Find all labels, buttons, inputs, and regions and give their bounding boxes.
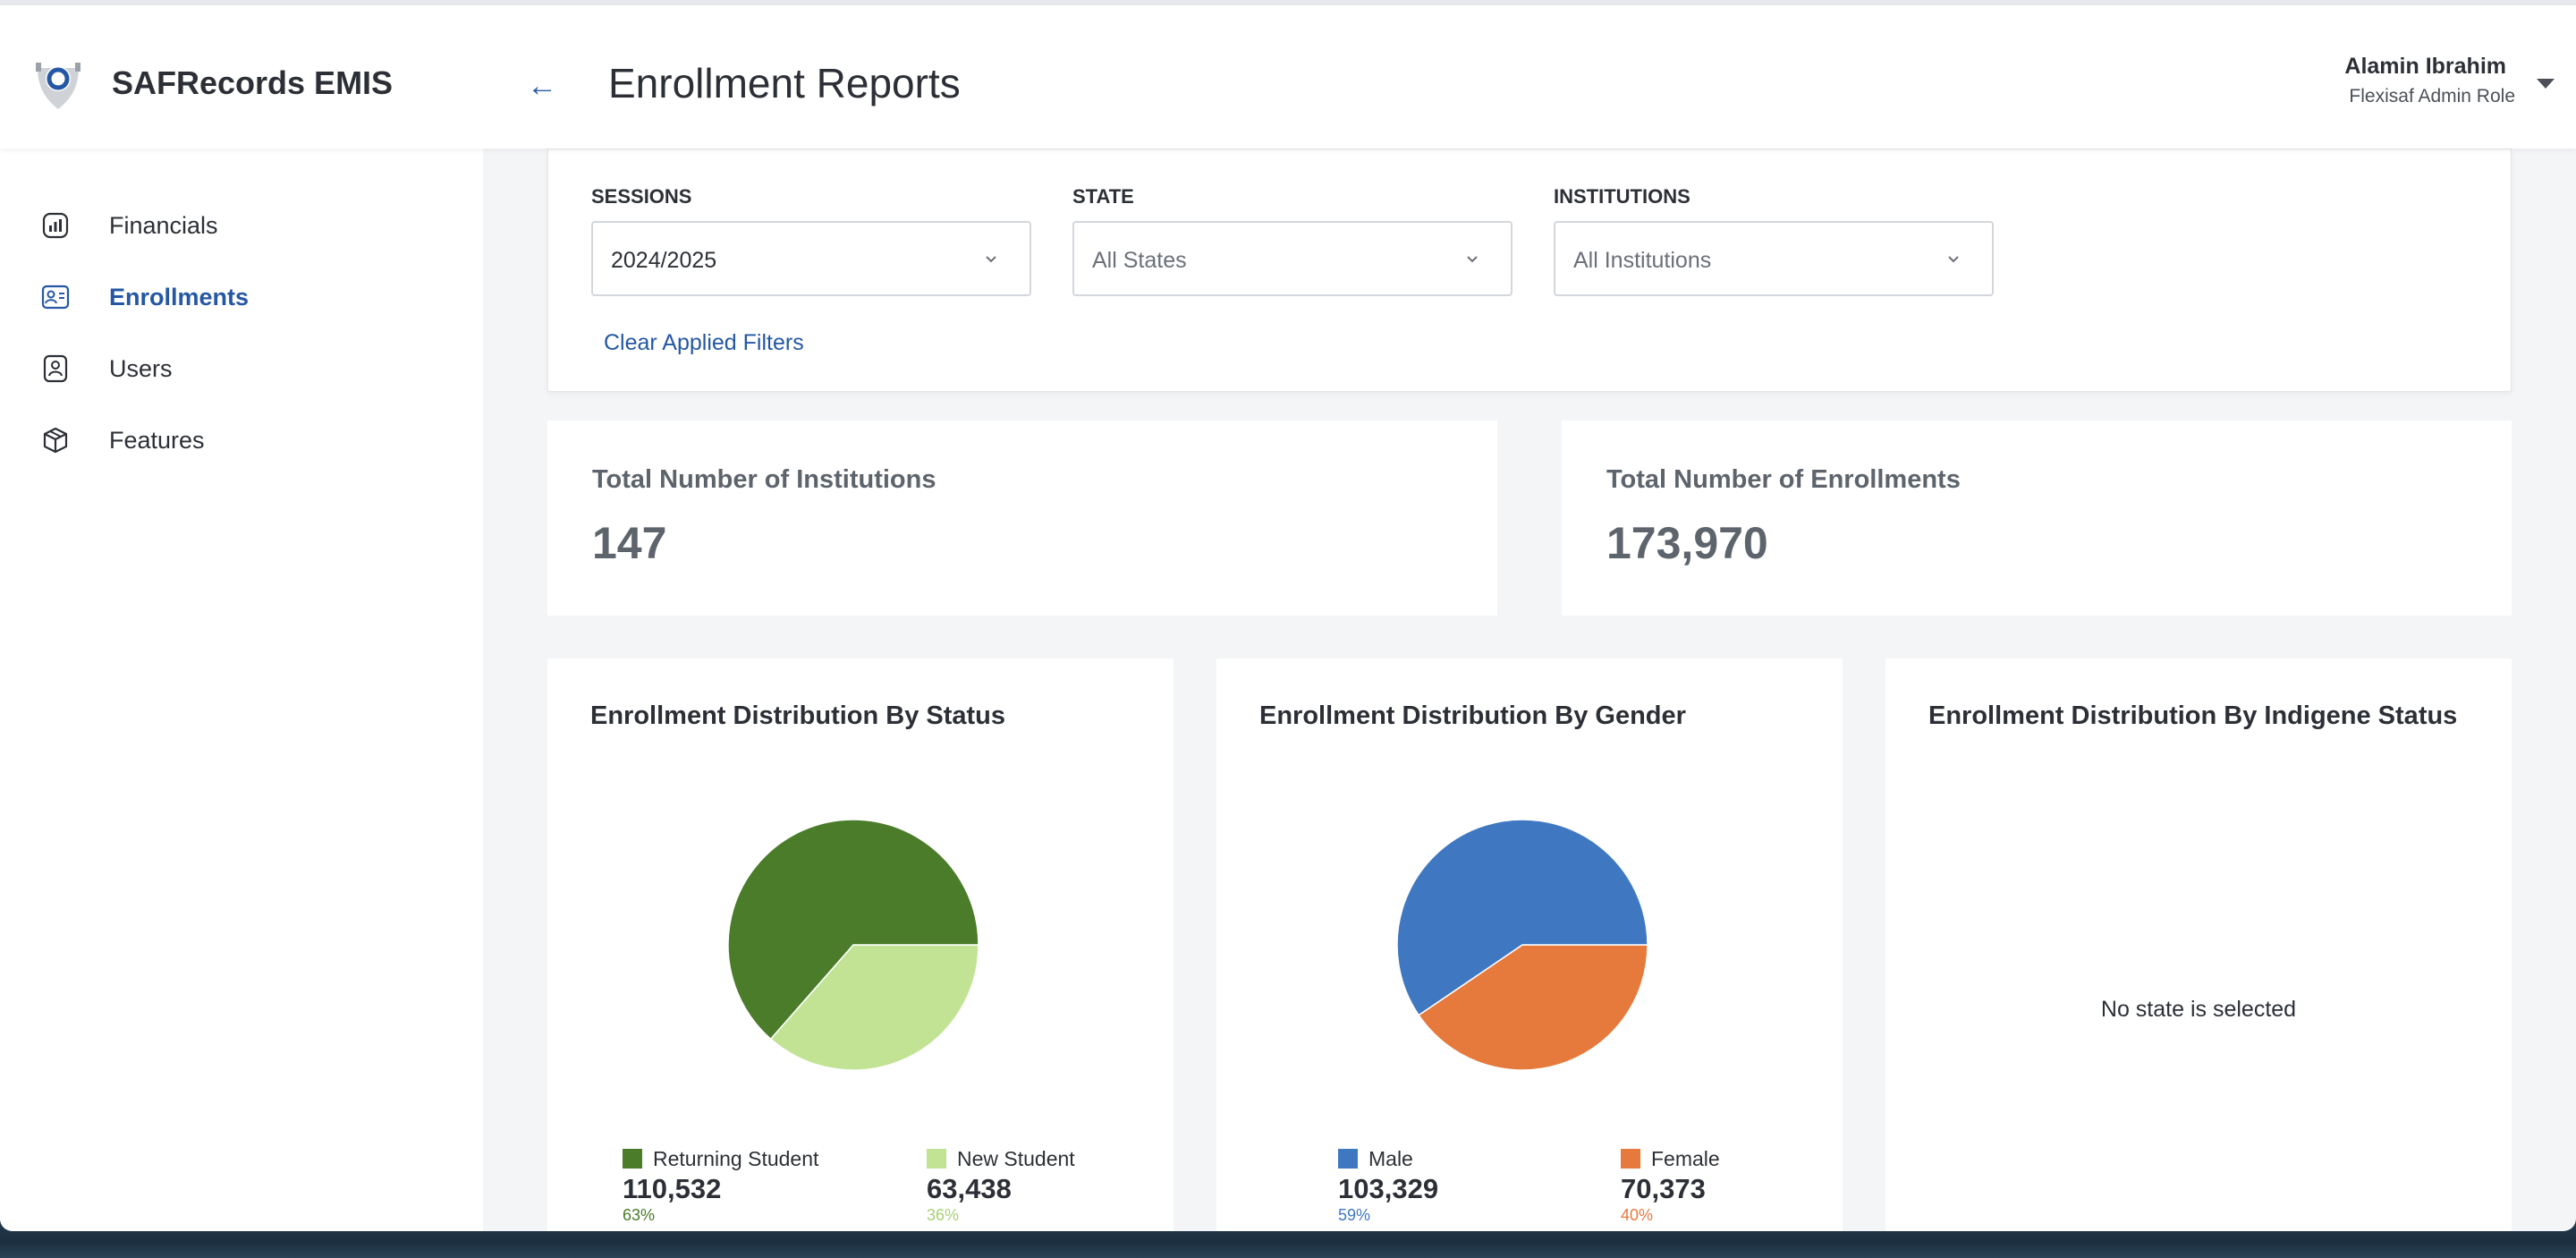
box-icon: [36, 421, 75, 460]
sidebar-item-label: Enrollments: [109, 283, 250, 310]
bar-chart-icon: [36, 206, 75, 245]
chart-title: Enrollment Distribution By Status: [590, 701, 1006, 730]
chevron-down-icon: [1467, 256, 1478, 263]
pie-slice-new-student[interactable]: [769, 944, 979, 1071]
legend-swatch: [1338, 1149, 1358, 1169]
legend-swatch: [927, 1149, 946, 1169]
sidebar-item-users[interactable]: Users: [36, 344, 447, 394]
legend-percent: 59%: [1338, 1206, 1371, 1224]
gender-chart-card: Enrollment Distribution By Gender Male 1…: [1216, 659, 1843, 1231]
legend-swatch: [623, 1149, 642, 1169]
top-header: SAFRecords EMIS ← Enrollment Reports Ala…: [0, 5, 2576, 149]
sidebar-item-features[interactable]: Features: [36, 415, 447, 465]
user-name[interactable]: Alamin Ibrahim: [2344, 54, 2506, 79]
chevron-down-icon: [986, 256, 996, 263]
sidebar-item-label: Features: [109, 426, 205, 454]
id-card-icon: [36, 277, 75, 317]
user-menu-caret-icon[interactable]: [2537, 79, 2555, 89]
stat-value: 173,970: [1606, 518, 1768, 568]
pie-slice-female[interactable]: [1418, 944, 1648, 1071]
user-badge-icon: [36, 349, 75, 388]
stat-value: 147: [592, 518, 667, 568]
legend-label: Returning Student: [653, 1146, 819, 1170]
state-select[interactable]: All States: [1072, 221, 1513, 296]
legend-label: New Student: [957, 1146, 1075, 1170]
stat-label: Total Number of Enrollments: [1606, 465, 1961, 494]
institutions-select[interactable]: All Institutions: [1554, 221, 1994, 296]
state-label: STATE: [1072, 185, 1134, 208]
total-enrollments-card: Total Number of Enrollments 173,970: [1562, 421, 2512, 616]
legend-label: Male: [1368, 1146, 1413, 1170]
status-chart-card: Enrollment Distribution By Status Return…: [547, 659, 1174, 1231]
total-institutions-card: Total Number of Institutions 147: [547, 421, 1497, 616]
sessions-label: SESSIONS: [591, 185, 692, 208]
sidebar-item-label: Financials: [109, 211, 218, 239]
legend-value: 70,373: [1621, 1173, 1706, 1204]
sidebar-item-financials[interactable]: Financials: [36, 200, 447, 251]
legend-percent: 63%: [623, 1206, 656, 1224]
page-title: Enrollment Reports: [608, 60, 961, 106]
legend-female: Female 70,373 40%: [1621, 1145, 1835, 1225]
safrecords-logo-icon: [36, 63, 80, 109]
clear-filters-link[interactable]: Clear Applied Filters: [604, 330, 804, 355]
sessions-select[interactable]: 2024/2025: [591, 221, 1031, 296]
legend-male: Male 103,329 59%: [1338, 1145, 1553, 1225]
app-name: SAFRecords EMIS: [112, 64, 394, 101]
filters-panel: SESSIONS 2024/2025 STATE All States INST…: [547, 149, 2512, 392]
pie-slice-male[interactable]: [1396, 819, 1648, 1016]
legend-swatch: [1621, 1149, 1640, 1169]
empty-state-message: No state is selected: [2100, 997, 2297, 1022]
legend-percent: 36%: [927, 1206, 960, 1224]
app-window: SAFRecords EMIS ← Enrollment Reports Ala…: [0, 0, 2576, 1231]
legend-percent: 40%: [1621, 1206, 1654, 1224]
legend-value: 103,329: [1338, 1173, 1439, 1204]
stat-label: Total Number of Institutions: [592, 465, 936, 494]
institutions-placeholder: All Institutions: [1573, 248, 1712, 273]
user-role: Flexisaf Admin Role: [2349, 86, 2515, 106]
state-placeholder: All States: [1092, 248, 1187, 273]
indigene-chart-card: Enrollment Distribution By Indigene Stat…: [1885, 659, 2512, 1231]
institutions-label: INSTITUTIONS: [1554, 185, 1690, 208]
sidebar-item-label: Users: [109, 354, 173, 382]
sidebar: Financials Enrollments Users Features: [0, 149, 483, 1231]
chevron-down-icon: [1948, 256, 1959, 263]
legend-label: Female: [1651, 1146, 1720, 1170]
status-pie-chart: [727, 819, 979, 1071]
gender-pie-chart: [1396, 819, 1648, 1071]
back-arrow-icon[interactable]: ←: [527, 69, 557, 103]
sessions-value: 2024/2025: [611, 248, 717, 273]
chart-title: Enrollment Distribution By Gender: [1259, 701, 1686, 730]
sidebar-item-enrollments[interactable]: Enrollments: [36, 272, 447, 322]
legend-new: New Student 63,438 36%: [927, 1145, 1141, 1225]
pie-slice-returning-student[interactable]: [727, 819, 979, 1041]
chart-title: Enrollment Distribution By Indigene Stat…: [1928, 701, 2458, 730]
legend-value: 110,532: [623, 1173, 722, 1204]
legend-value: 63,438: [927, 1173, 1012, 1204]
legend-returning: Returning Student 110,532 63%: [623, 1145, 837, 1225]
